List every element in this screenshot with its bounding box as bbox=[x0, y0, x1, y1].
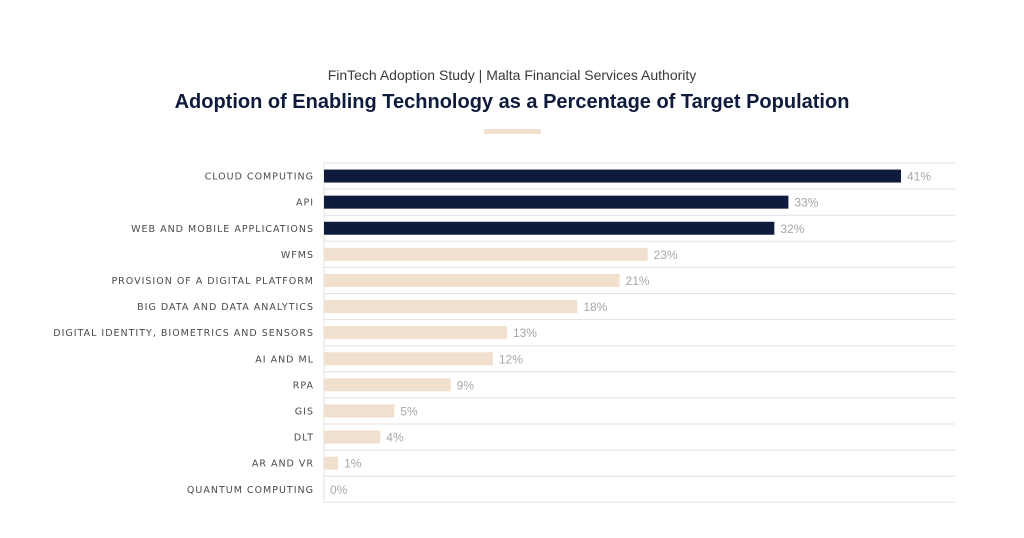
category-label: WEB AND MOBILE APPLICATIONS bbox=[131, 224, 314, 235]
value-label: 13% bbox=[513, 326, 537, 340]
value-label: 5% bbox=[400, 404, 418, 418]
bar bbox=[324, 430, 381, 444]
bar bbox=[324, 195, 789, 209]
chart-title: Adoption of Enabling Technology as a Per… bbox=[174, 91, 850, 113]
value-label: 41% bbox=[907, 170, 931, 184]
category-label: API bbox=[296, 198, 314, 209]
value-label: 18% bbox=[583, 300, 607, 314]
value-label: 32% bbox=[780, 222, 804, 236]
value-label: 21% bbox=[626, 274, 650, 288]
category-label: PROVISION OF A DIGITAL PLATFORM bbox=[111, 276, 314, 287]
category-label: CLOUD COMPUTING bbox=[205, 172, 314, 183]
category-label: BIG DATA AND DATA ANALYTICS bbox=[137, 302, 314, 313]
category-label: RPA bbox=[293, 380, 314, 391]
bar bbox=[324, 404, 395, 418]
category-label: GIS bbox=[295, 406, 314, 417]
category-label: WFMS bbox=[281, 250, 314, 261]
bar bbox=[324, 326, 507, 340]
category-label: QUANTUM COMPUTING bbox=[187, 485, 314, 496]
value-label: 33% bbox=[794, 196, 818, 210]
title-accent-bar bbox=[484, 129, 541, 134]
value-label: 23% bbox=[654, 248, 678, 262]
bar bbox=[324, 378, 451, 392]
value-label: 0% bbox=[330, 483, 348, 497]
category-label: DLT bbox=[294, 433, 314, 444]
bar bbox=[324, 300, 578, 314]
category-label: DIGITAL IDENTITY, BIOMETRICS AND SENSORS bbox=[53, 328, 314, 339]
value-label: 4% bbox=[386, 431, 404, 445]
value-label: 1% bbox=[344, 457, 362, 471]
category-label: AI AND ML bbox=[255, 354, 314, 365]
bar bbox=[324, 169, 901, 183]
bar bbox=[324, 352, 493, 366]
bar bbox=[324, 247, 648, 261]
value-label: 9% bbox=[457, 378, 475, 392]
bar bbox=[324, 456, 339, 470]
value-label: 12% bbox=[499, 352, 523, 366]
bar bbox=[324, 221, 775, 235]
chart-subtitle: FinTech Adoption Study | Malta Financial… bbox=[327, 67, 697, 83]
bar bbox=[324, 273, 620, 287]
category-label: AR AND VR bbox=[252, 459, 314, 470]
